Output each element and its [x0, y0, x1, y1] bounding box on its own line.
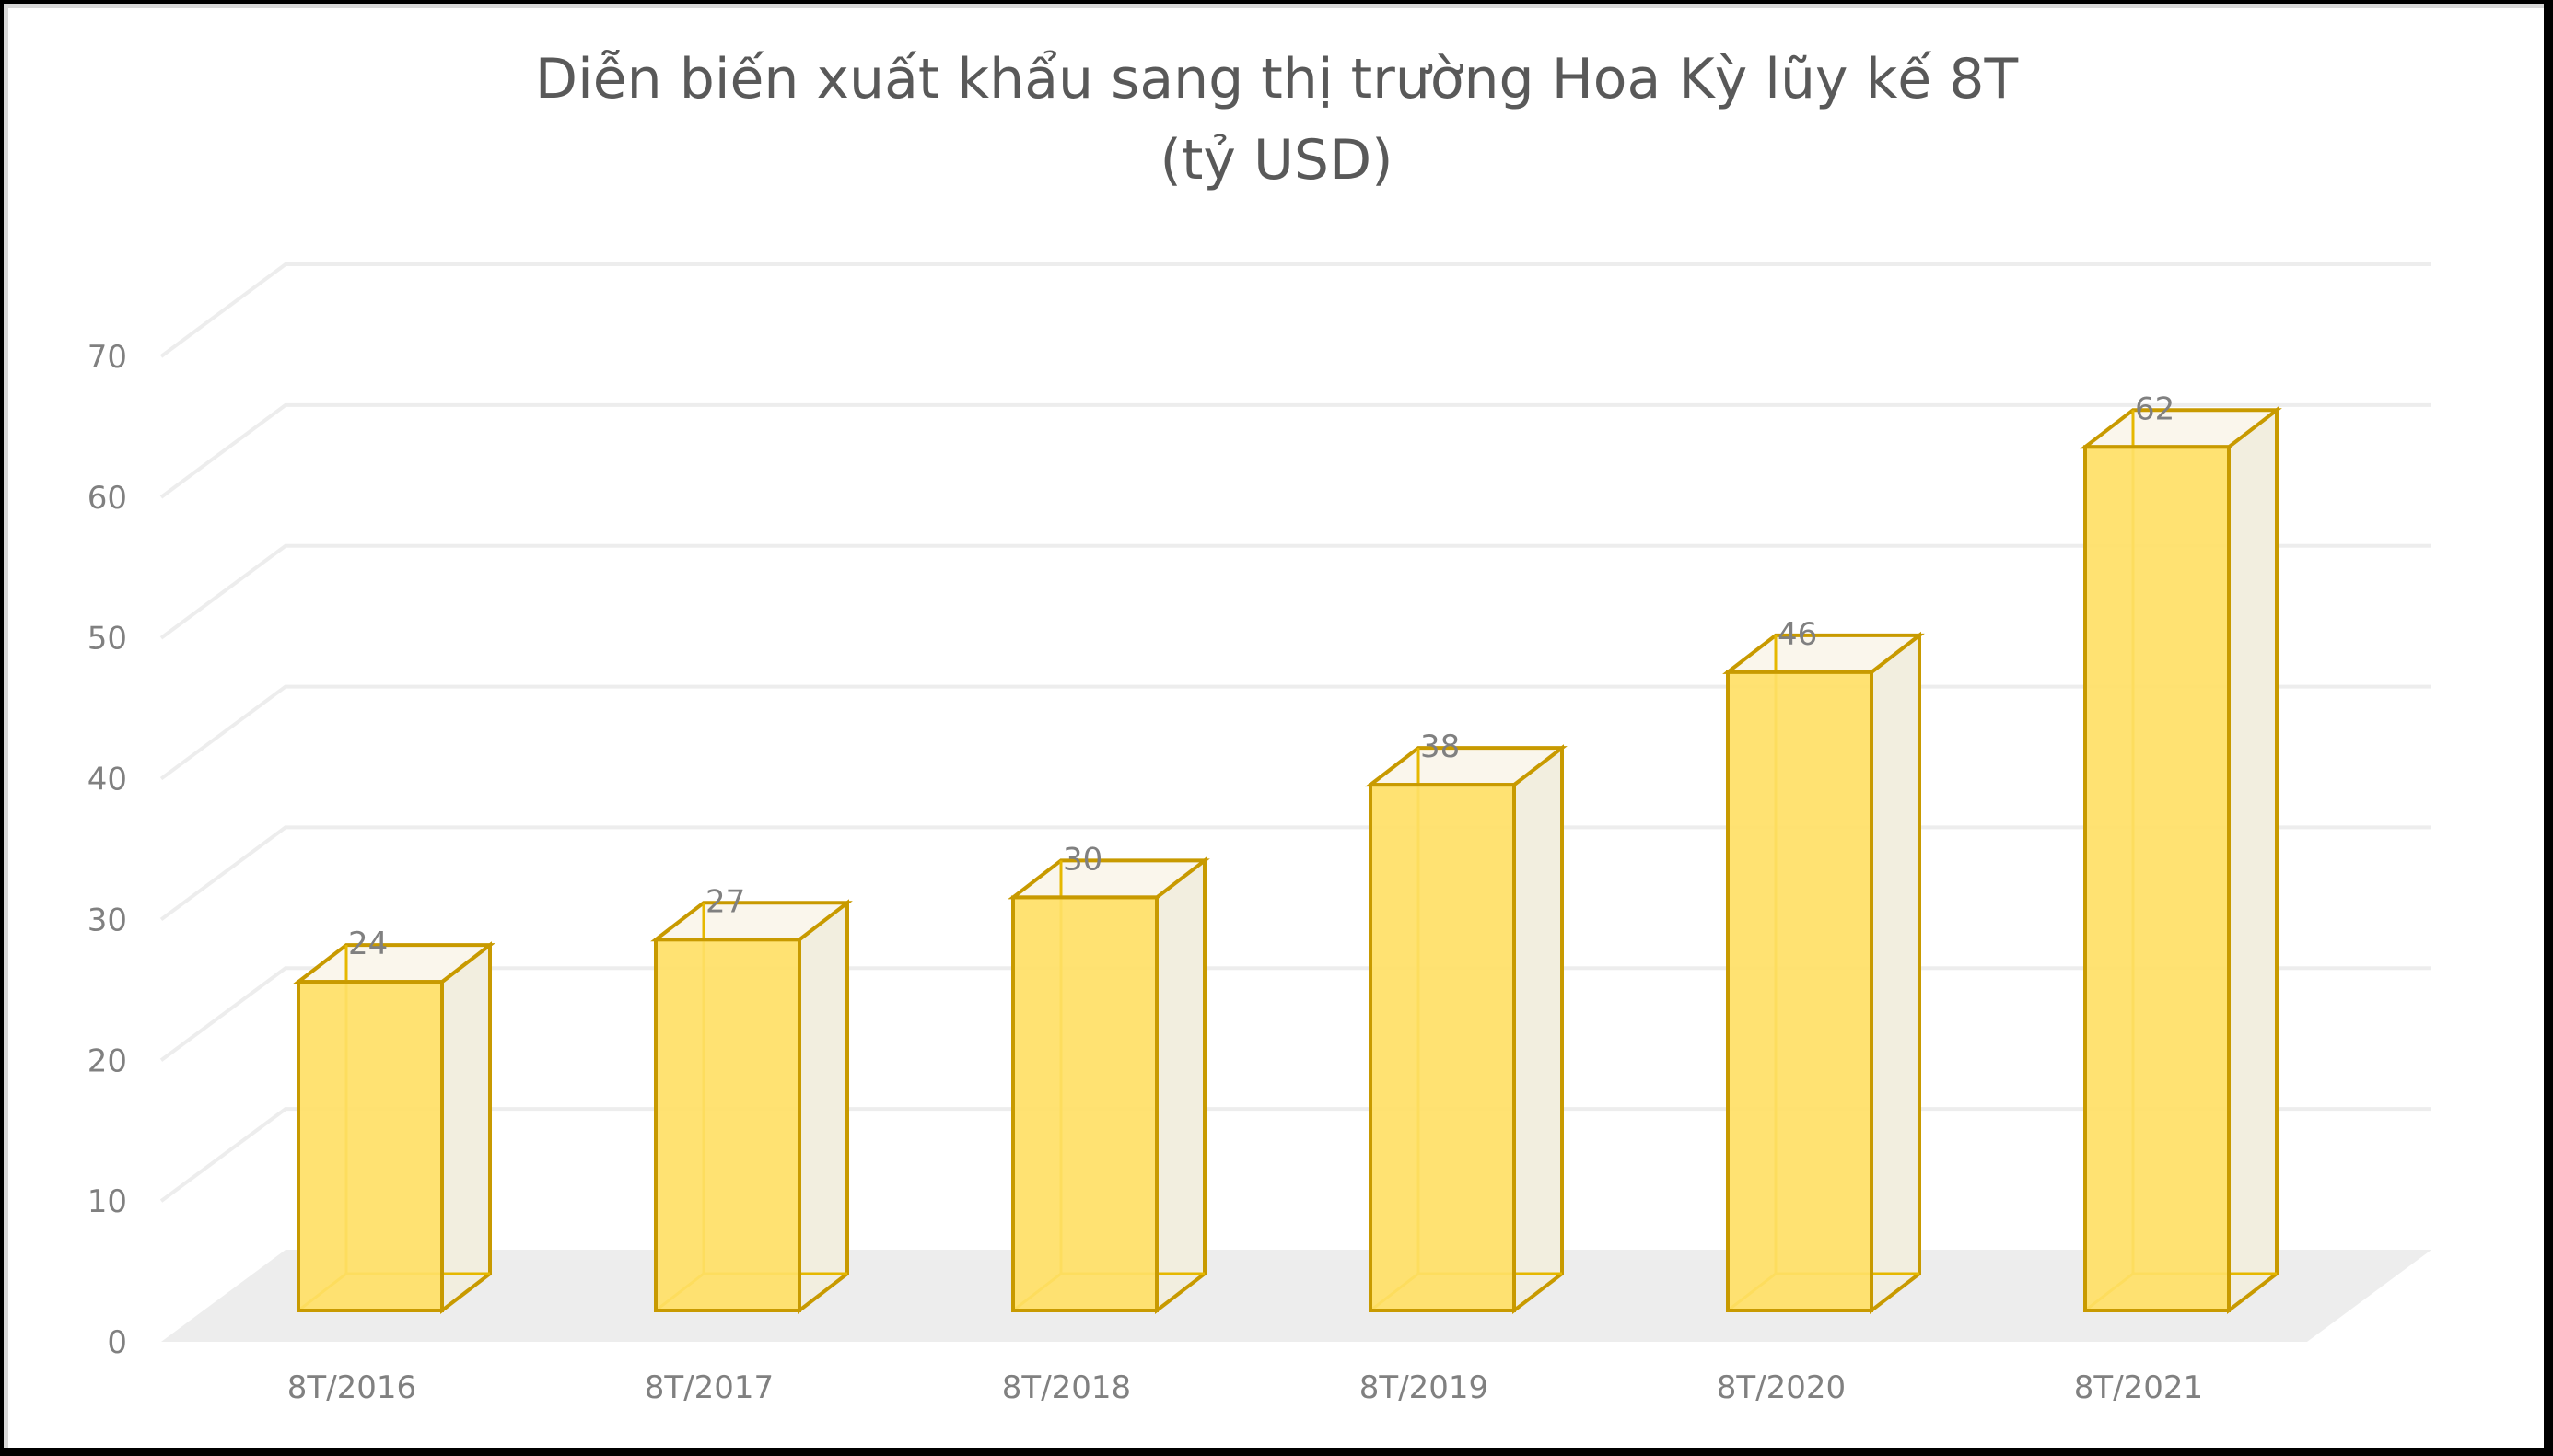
- data-label: 62: [2135, 390, 2174, 427]
- bar-side-face: [798, 899, 849, 1315]
- gridline: [159, 684, 2431, 781]
- gridline: [159, 1107, 2431, 1203]
- gridline: [159, 543, 2431, 640]
- bar-side-face: [2227, 406, 2279, 1315]
- chart-title: Diễn biến xuất khẩu sang thị trường Hoa …: [534, 47, 2019, 111]
- data-label: 30: [1063, 841, 1102, 878]
- bar-column: 62: [2080, 390, 2282, 1315]
- bar-side-face: [1155, 856, 1207, 1315]
- y-tick-label: 30: [87, 902, 127, 938]
- bar-front-face: [1011, 895, 1159, 1313]
- gridline: [159, 262, 2431, 358]
- x-category-label: 8T/2016: [287, 1369, 416, 1406]
- y-tick-label: 10: [87, 1183, 127, 1220]
- y-tick-label: 20: [87, 1042, 127, 1079]
- bar-front-face: [1726, 670, 1873, 1312]
- y-tick-label: 60: [87, 480, 127, 517]
- bar-front-face: [2083, 445, 2231, 1312]
- gridline: [159, 966, 2431, 1062]
- bar-column: 46: [1722, 616, 1925, 1315]
- bar-front-face: [1369, 783, 1516, 1312]
- y-tick-label: 70: [87, 339, 127, 376]
- x-category-label: 8T/2018: [1002, 1369, 1131, 1406]
- y-tick-label: 50: [87, 621, 127, 658]
- bar-front-face: [654, 938, 801, 1312]
- data-label: 27: [705, 883, 745, 920]
- y-tick-label: 40: [87, 762, 127, 798]
- bar-column: 24: [293, 926, 495, 1315]
- bar-column: 30: [1008, 841, 1210, 1315]
- bar-front-face: [297, 980, 444, 1312]
- bar-side-face: [1870, 631, 1921, 1315]
- x-category-label: 8T/2020: [1717, 1369, 1846, 1406]
- data-label: 24: [348, 926, 388, 962]
- x-category-label: 8T/2017: [645, 1369, 774, 1406]
- x-category-label: 8T/2019: [1359, 1369, 1488, 1406]
- bar-column: 27: [650, 883, 853, 1315]
- gridline: [159, 402, 2431, 499]
- data-label: 38: [1420, 728, 1460, 765]
- bar-side-face: [440, 941, 492, 1315]
- gridline: [159, 825, 2431, 922]
- y-tick-label: 0: [107, 1324, 127, 1361]
- chart-subtitle: (tỷ USD): [1160, 128, 1393, 192]
- bar-column: 38: [1365, 728, 1568, 1315]
- bar-side-face: [1512, 744, 1564, 1315]
- x-category-label: 8T/2021: [2074, 1369, 2203, 1406]
- data-label: 46: [1778, 616, 1817, 653]
